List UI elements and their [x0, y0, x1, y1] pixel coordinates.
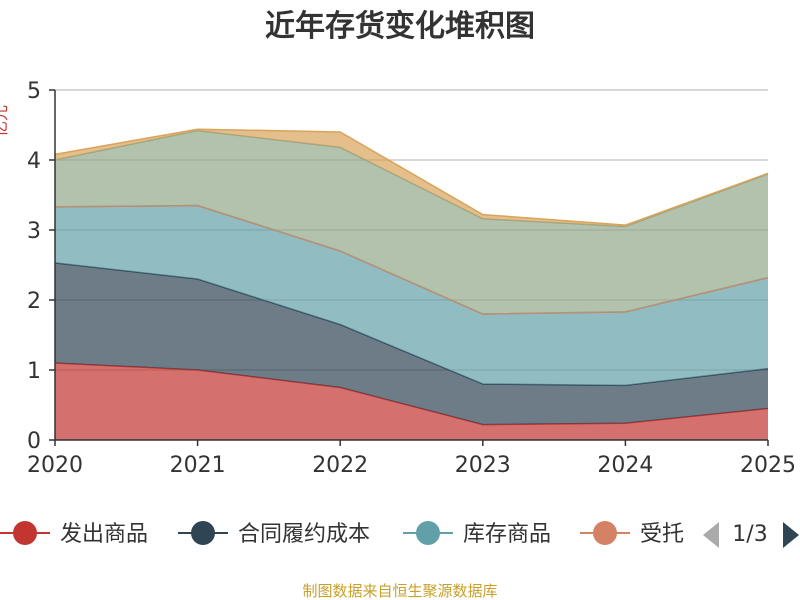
x-tick-label: 2021: [170, 453, 226, 478]
y-tick-label: 1: [27, 359, 41, 384]
legend-item-2[interactable]: 库存商品: [403, 521, 551, 547]
y-tick-label: 5: [27, 79, 41, 104]
axes: 0 1 2 3 4 5 2020 2021 2022 2023 2024 2025: [27, 79, 796, 478]
area-series-1: [55, 262, 768, 425]
legend-label: 受托: [640, 522, 684, 547]
y-tick-label: 3: [27, 219, 41, 244]
legend: 发出商品 合同履约成本 库存商品 受托 1/3: [0, 521, 799, 548]
area-series: [54, 128, 769, 440]
x-tick-label: 2022: [312, 453, 368, 478]
legend-page-indicator: 1/3: [732, 522, 767, 547]
area-series-0: [55, 363, 768, 440]
legend-swatch-dot: [13, 521, 37, 545]
x-tick-label: 2023: [455, 453, 511, 478]
triangle-right-icon[interactable]: [783, 522, 799, 548]
triangle-left-icon[interactable]: [703, 522, 719, 548]
legend-label: 发出商品: [60, 522, 148, 547]
legend-item-1[interactable]: 合同履约成本: [178, 521, 370, 547]
x-tick-label: 2020: [27, 453, 83, 478]
legend-swatch-dot: [593, 521, 617, 545]
legend-item-3[interactable]: 受托: [580, 521, 684, 547]
source-note: 制图数据来自恒生聚源数据库: [302, 582, 497, 600]
legend-item-0[interactable]: 发出商品: [0, 521, 148, 547]
legend-label: 库存商品: [463, 522, 551, 547]
y-axis-label: 亿元: [0, 105, 10, 137]
y-tick-label: 4: [27, 149, 41, 174]
y-tick-label: 0: [27, 429, 41, 454]
x-tick-label: 2024: [597, 453, 653, 478]
legend-label: 合同履约成本: [238, 522, 370, 547]
area-line-5: [54, 128, 769, 226]
chart-title: 近年存货变化堆积图: [265, 9, 535, 44]
legend-swatch-dot: [191, 521, 215, 545]
area-series-5: [55, 129, 768, 227]
legend-swatch-dot: [416, 521, 440, 545]
y-tick-label: 2: [27, 289, 41, 314]
x-tick-label: 2025: [740, 453, 796, 478]
area-series-4: [55, 130, 768, 314]
area-series-2: [55, 205, 768, 386]
